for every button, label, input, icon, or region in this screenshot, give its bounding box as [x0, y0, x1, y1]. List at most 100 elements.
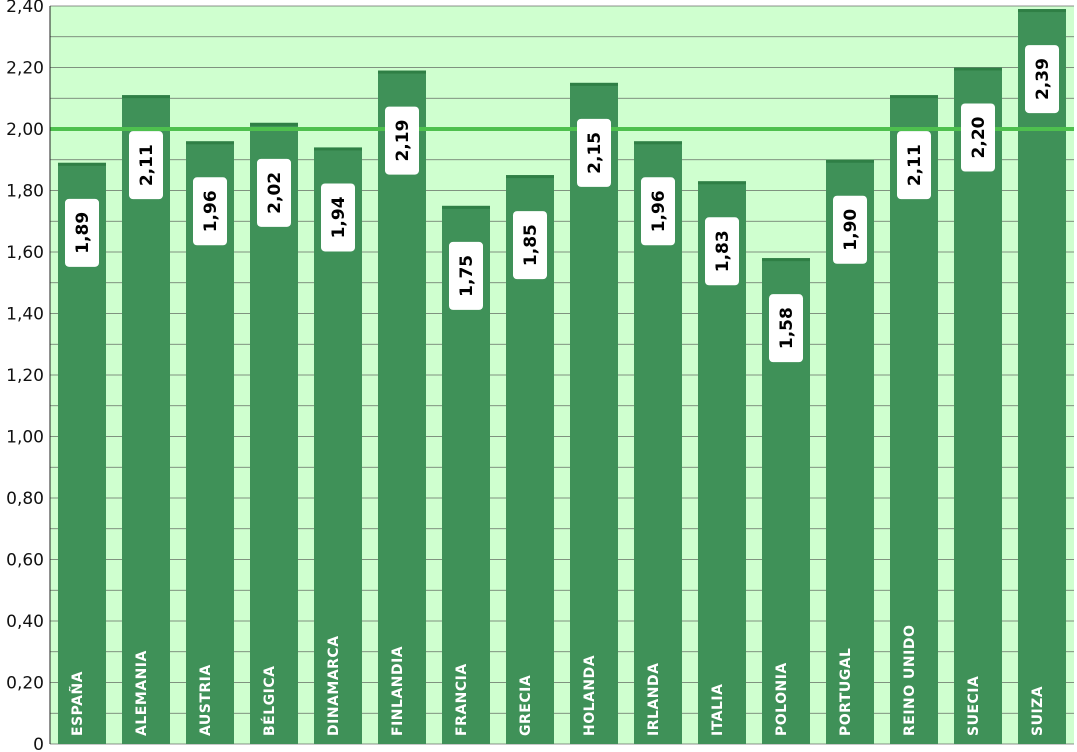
value-label-box: [769, 294, 803, 363]
bar-top-edge: [826, 159, 874, 163]
category-label: IRLANDA: [646, 663, 662, 736]
bar-top-edge: [186, 141, 234, 145]
bar-top-edge: [314, 147, 362, 151]
category-label: HOLANDA: [582, 655, 598, 736]
category-label: ESPAÑA: [69, 671, 86, 736]
value-label-text: 2,11: [905, 144, 925, 186]
value-label-text: 1,90: [841, 209, 861, 251]
bar-top-edge: [954, 67, 1002, 71]
y-tick-label: 2,00: [6, 120, 44, 140]
value-label: 2,39: [1025, 45, 1059, 114]
value-label-text: 1,83: [713, 230, 733, 272]
value-label-box: [129, 131, 163, 200]
value-label-text: 2,19: [393, 120, 413, 162]
value-label: 1,85: [513, 211, 547, 280]
y-tick-label: 1,60: [6, 243, 44, 263]
category-label: REINO UNIDO: [902, 625, 918, 736]
value-label-box: [961, 103, 995, 172]
value-label-box: [577, 118, 611, 187]
category-label: SUIZA: [1030, 686, 1046, 736]
value-label-text: 1,94: [329, 196, 349, 238]
bar: [378, 70, 426, 744]
value-label: 1,96: [641, 177, 675, 246]
value-label-text: 1,96: [201, 190, 221, 232]
y-tick-label: 2,20: [6, 59, 44, 79]
value-label-box: [833, 195, 867, 264]
category-label: ITALIA: [710, 684, 726, 736]
bar-top-edge: [58, 162, 106, 166]
category-label: SUECIA: [966, 676, 982, 736]
category-label: GRECIA: [518, 675, 534, 736]
y-tick-label: 1,00: [6, 428, 44, 448]
bar: [570, 82, 618, 744]
y-axis: 0 0,20 0,40 0,60 0,80 1,00 1,20 1,40 1,60 1,80 2,0…: [6, 0, 51, 752]
value-label-box: [641, 177, 675, 246]
y-tick-label: 0: [33, 735, 44, 752]
y-tick-label: 1,20: [6, 366, 44, 386]
bar-top-edge: [762, 258, 810, 262]
value-label-text: 1,89: [73, 212, 93, 254]
value-label-box: [449, 241, 483, 310]
y-tick-label: 1,40: [6, 305, 44, 325]
value-label: 1,96: [193, 177, 227, 246]
value-label-box: [257, 158, 291, 227]
bar-top-edge: [122, 95, 170, 99]
value-label-text: 2,15: [585, 132, 605, 174]
y-tick-label: 0,20: [6, 674, 44, 694]
value-label-box: [897, 131, 931, 200]
value-label-text: 2,11: [137, 144, 157, 186]
y-tick-label: 0,60: [6, 551, 44, 571]
value-label-text: 2,20: [969, 116, 989, 158]
bar-top-edge: [634, 141, 682, 145]
bar: [954, 67, 1002, 744]
value-label: 2,15: [577, 118, 611, 187]
value-label: 1,58: [769, 294, 803, 363]
value-label: 1,90: [833, 195, 867, 264]
category-labels: ESPAÑA ALEMANIA AUSTRIA BÉLGICA DINAMARCA FIN…: [69, 625, 1046, 736]
bar-top-edge: [698, 181, 746, 185]
value-label-text: 1,85: [521, 224, 541, 266]
y-tick-label: 2,40: [6, 0, 44, 17]
value-label: 2,11: [129, 131, 163, 200]
value-label: 1,83: [705, 217, 739, 286]
value-label-text: 2,02: [265, 172, 285, 214]
bar: [1018, 9, 1066, 744]
value-label-box: [321, 183, 355, 252]
category-label: FINLANDIA: [390, 646, 406, 736]
value-label-box: [385, 106, 419, 175]
value-label-box: [1025, 45, 1059, 114]
value-label-box: [705, 217, 739, 286]
category-label: BÉLGICA: [261, 666, 278, 736]
category-label: ALEMANIA: [134, 650, 150, 736]
category-label: DINAMARCA: [326, 635, 342, 736]
value-label: 1,75: [449, 241, 483, 310]
category-label: AUSTRIA: [198, 664, 214, 736]
value-label-text: 2,39: [1033, 58, 1053, 100]
value-label-text: 1,58: [777, 307, 797, 349]
y-tick-label: 1,80: [6, 182, 44, 202]
bar-top-edge: [1018, 9, 1066, 13]
value-label: 1,94: [321, 183, 355, 252]
bar-top-edge: [890, 95, 938, 99]
value-label-text: 1,96: [649, 190, 669, 232]
category-label: PORTUGAL: [838, 648, 854, 736]
value-label: 2,19: [385, 106, 419, 175]
value-label: 2,02: [257, 158, 291, 227]
value-label: 1,89: [65, 198, 99, 267]
bar-top-edge: [570, 82, 618, 86]
bar-top-edge: [442, 205, 490, 209]
bar-top-edge: [250, 122, 298, 126]
bar-top-edge: [378, 70, 426, 74]
bar-top-edge: [506, 175, 554, 179]
category-label: FRANCIA: [454, 663, 470, 736]
value-label: 2,20: [961, 103, 995, 172]
bar: [122, 95, 170, 745]
value-labels: 1,89 2,11 1,96 2,02 1,94 2,19 1,75 1,85 2,15 1,96…: [65, 45, 1059, 363]
value-label: 2,11: [897, 131, 931, 200]
value-label-box: [513, 211, 547, 280]
value-label-box: [65, 198, 99, 267]
value-label-text: 1,75: [457, 255, 477, 297]
y-tick-label: 0,40: [6, 612, 44, 632]
category-label: POLONIA: [774, 662, 790, 736]
y-tick-label: 0,80: [6, 489, 44, 509]
